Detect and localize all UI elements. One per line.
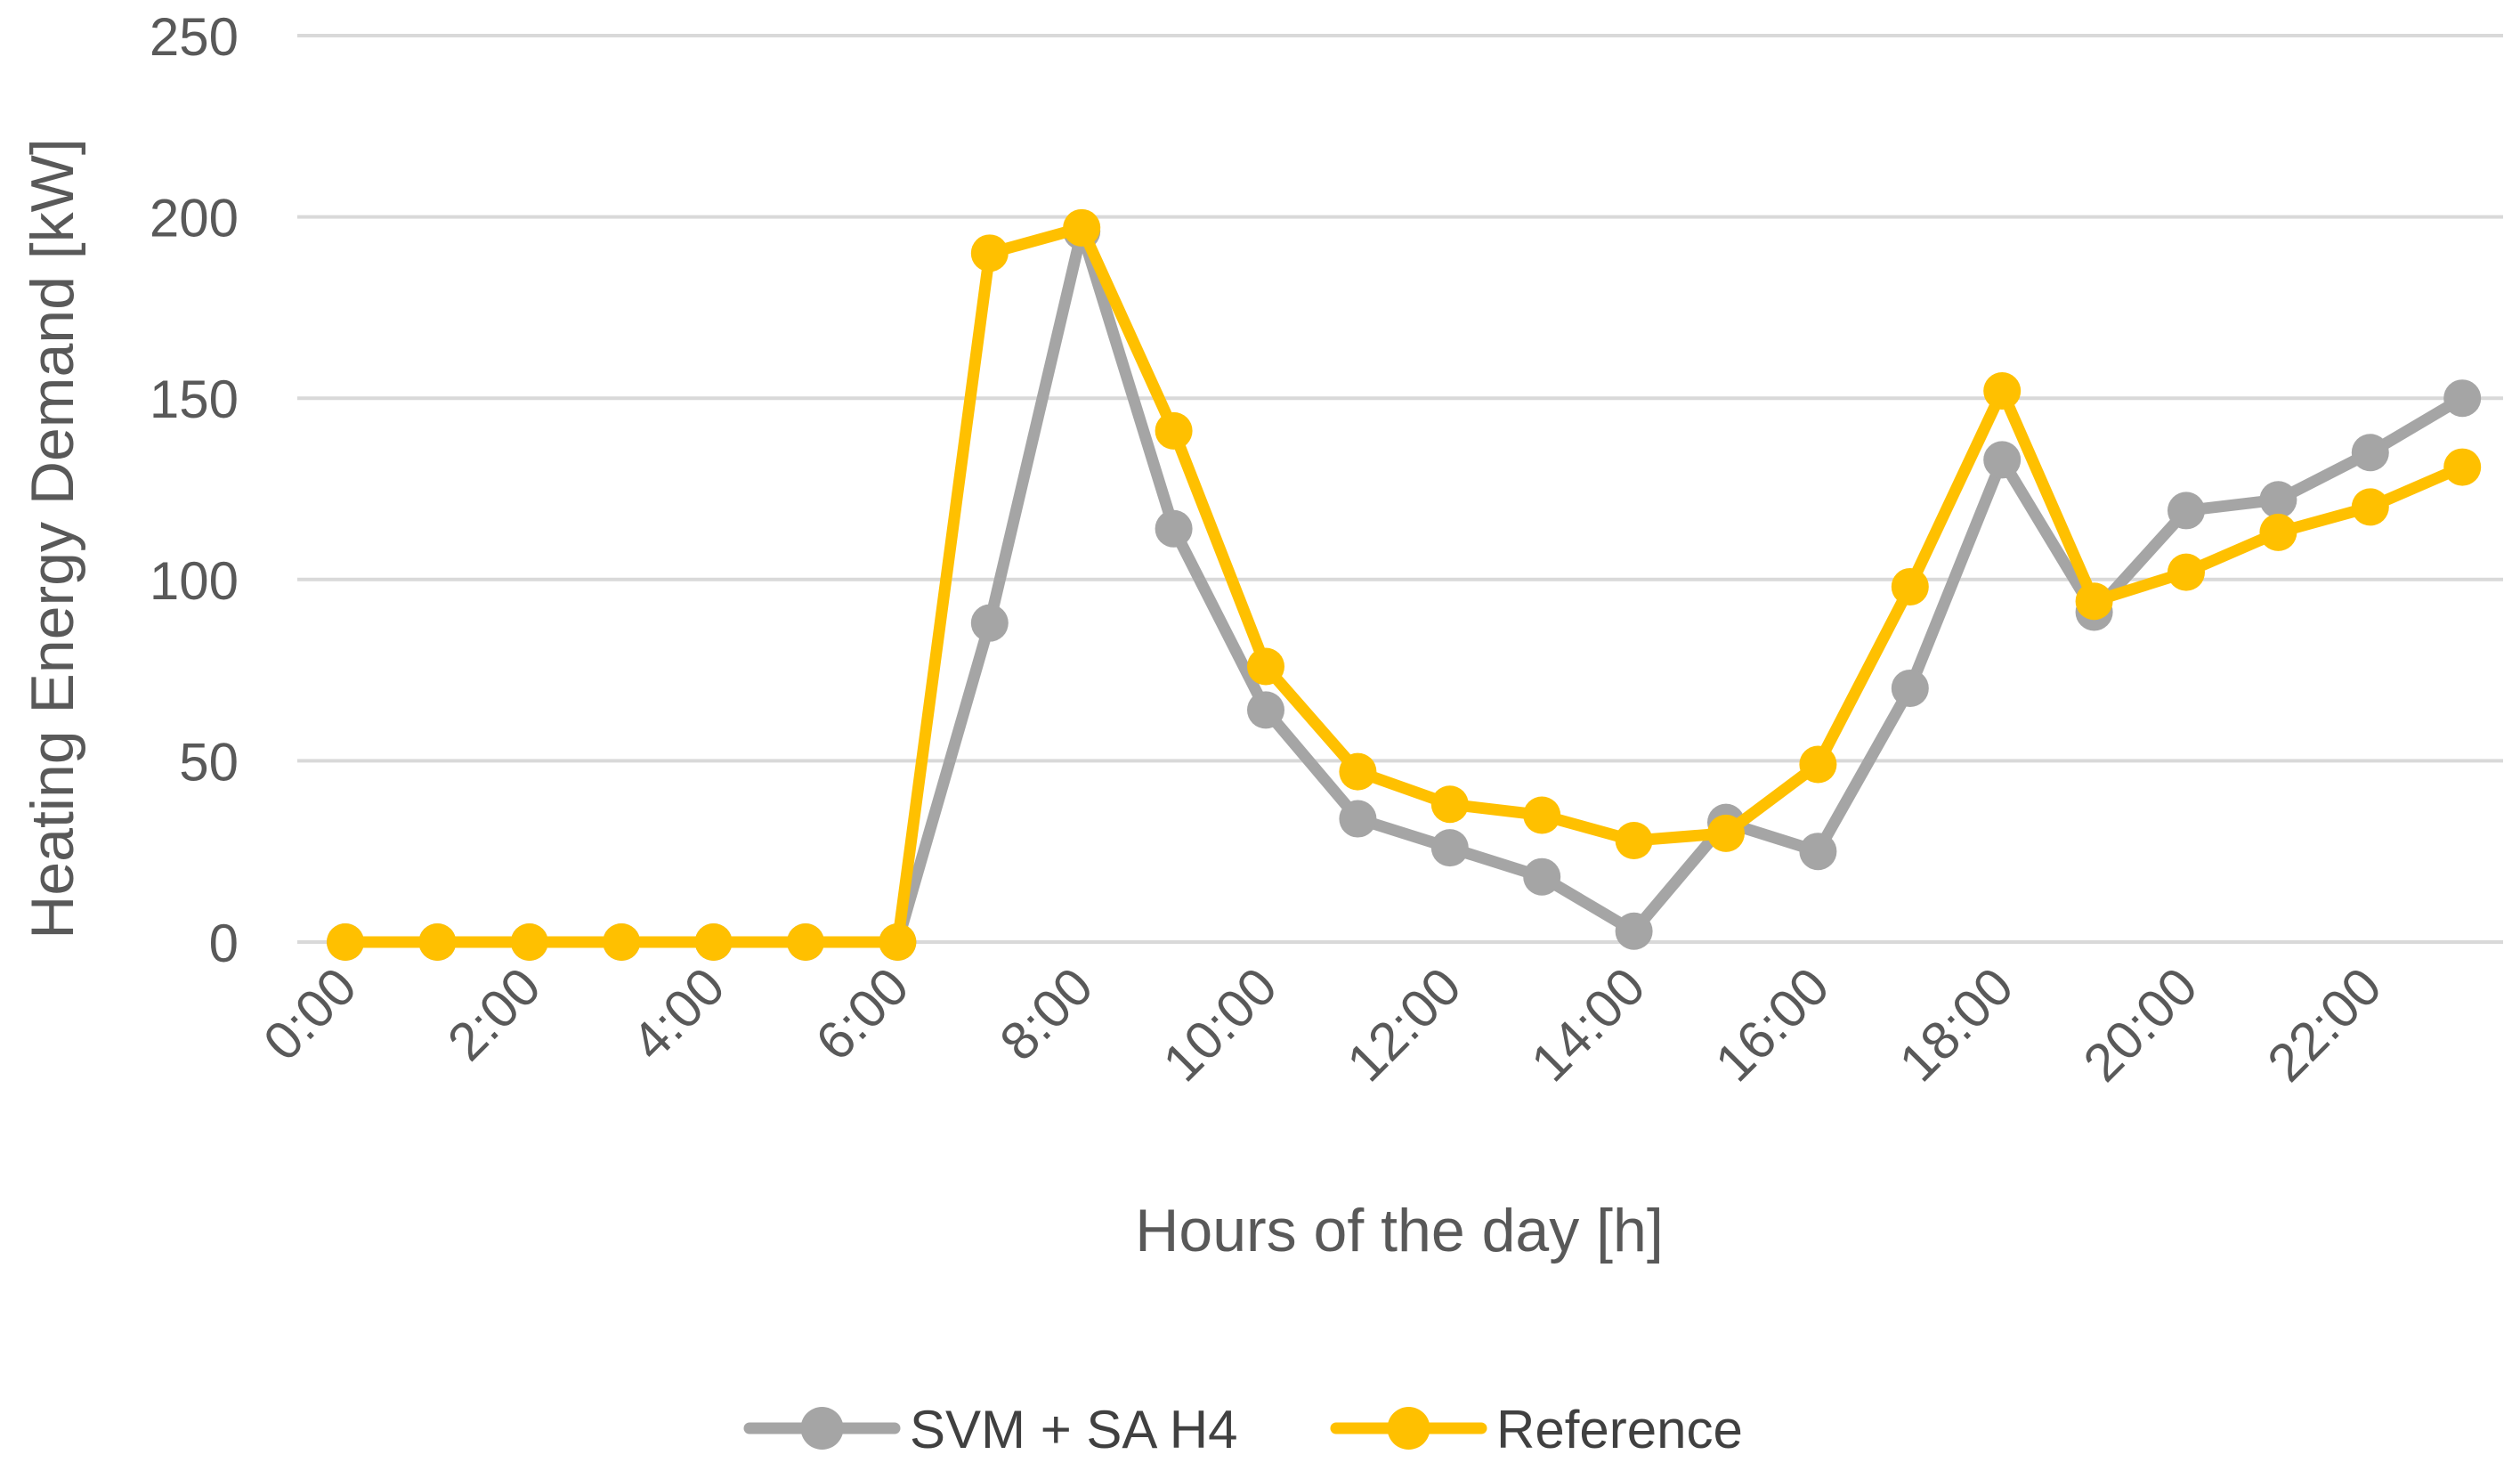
data-point [1523, 796, 1561, 834]
x-tick-label: 4:00 [620, 956, 736, 1072]
data-point [327, 923, 364, 961]
x-tick-label: 6:00 [805, 956, 920, 1072]
series-group [327, 208, 2482, 961]
y-tick-label: 150 [150, 370, 239, 429]
x-tick-label: 16:00 [1704, 956, 1841, 1093]
x-tick-label: 2:00 [436, 956, 552, 1072]
x-axis-ticks: 0:00 2:00 4:00 6:00 8:00 10:00 12:00 14:00 16:00… [252, 956, 2393, 1093]
data-point [970, 604, 1009, 642]
legend-item: Reference [1330, 1400, 1743, 1459]
y-tick-label: 0 [209, 914, 239, 973]
series-reference [327, 208, 2482, 961]
data-point [1247, 647, 1284, 686]
data-point [1615, 821, 1653, 859]
x-tick-label: 20:00 [2072, 956, 2209, 1093]
data-point [1523, 857, 1561, 896]
data-point [2168, 492, 2205, 530]
data-point [1799, 745, 1837, 784]
data-point [1339, 800, 1377, 838]
x-tick-label: 0:00 [252, 956, 368, 1072]
data-point [510, 923, 548, 961]
data-point [2075, 582, 2113, 621]
data-point [603, 923, 641, 961]
data-point [1891, 669, 1929, 707]
data-point [1983, 441, 2022, 479]
gridlines [297, 34, 2503, 944]
y-axis-title: Heating Energy Demand [kW] [19, 138, 86, 939]
x-tick-label: 10:00 [1152, 956, 1289, 1093]
data-point [1983, 372, 2022, 410]
y-axis-ticks: 0 50 100 150 200 250 [150, 7, 239, 973]
legend-marker [800, 1407, 844, 1450]
data-point [2351, 434, 2389, 472]
data-point [1247, 691, 1284, 729]
x-tick-label: 14:00 [1519, 956, 1657, 1093]
legend-item: SVM + SA H4 [743, 1400, 1238, 1459]
data-point [1155, 411, 1193, 450]
y-tick-label: 250 [150, 7, 239, 67]
data-point [1891, 567, 1929, 605]
legend-marker [1387, 1407, 1430, 1450]
data-point [970, 234, 1009, 272]
data-point [2443, 448, 2482, 486]
x-tick-label: 18:00 [1888, 956, 2025, 1093]
data-point [1430, 785, 1469, 824]
data-point [1799, 833, 1837, 871]
data-point [1430, 829, 1469, 867]
data-point [2443, 379, 2482, 418]
data-point [2168, 553, 2205, 591]
x-tick-label: 8:00 [988, 956, 1104, 1072]
x-tick-label: 22:00 [2256, 956, 2393, 1093]
data-point [787, 923, 824, 961]
data-point [1063, 208, 1101, 247]
data-point [879, 923, 917, 961]
data-point [1339, 752, 1377, 791]
data-point [1155, 509, 1193, 548]
x-axis-title: Hours of the day [h] [1135, 1197, 1663, 1264]
y-tick-label: 50 [179, 732, 239, 792]
data-point [2259, 513, 2297, 551]
data-point [2259, 481, 2297, 519]
legend-label: SVM + SA H4 [910, 1400, 1238, 1459]
data-point [2351, 488, 2389, 526]
y-tick-label: 100 [150, 551, 239, 611]
data-point [694, 923, 733, 961]
legend: SVM + SA H4 Reference [743, 1400, 1743, 1459]
legend-label: Reference [1496, 1400, 1743, 1459]
data-point [1707, 814, 1745, 852]
data-point [1615, 912, 1653, 950]
y-tick-label: 200 [150, 189, 239, 248]
x-tick-label: 12:00 [1335, 956, 1472, 1093]
data-point [418, 923, 457, 961]
